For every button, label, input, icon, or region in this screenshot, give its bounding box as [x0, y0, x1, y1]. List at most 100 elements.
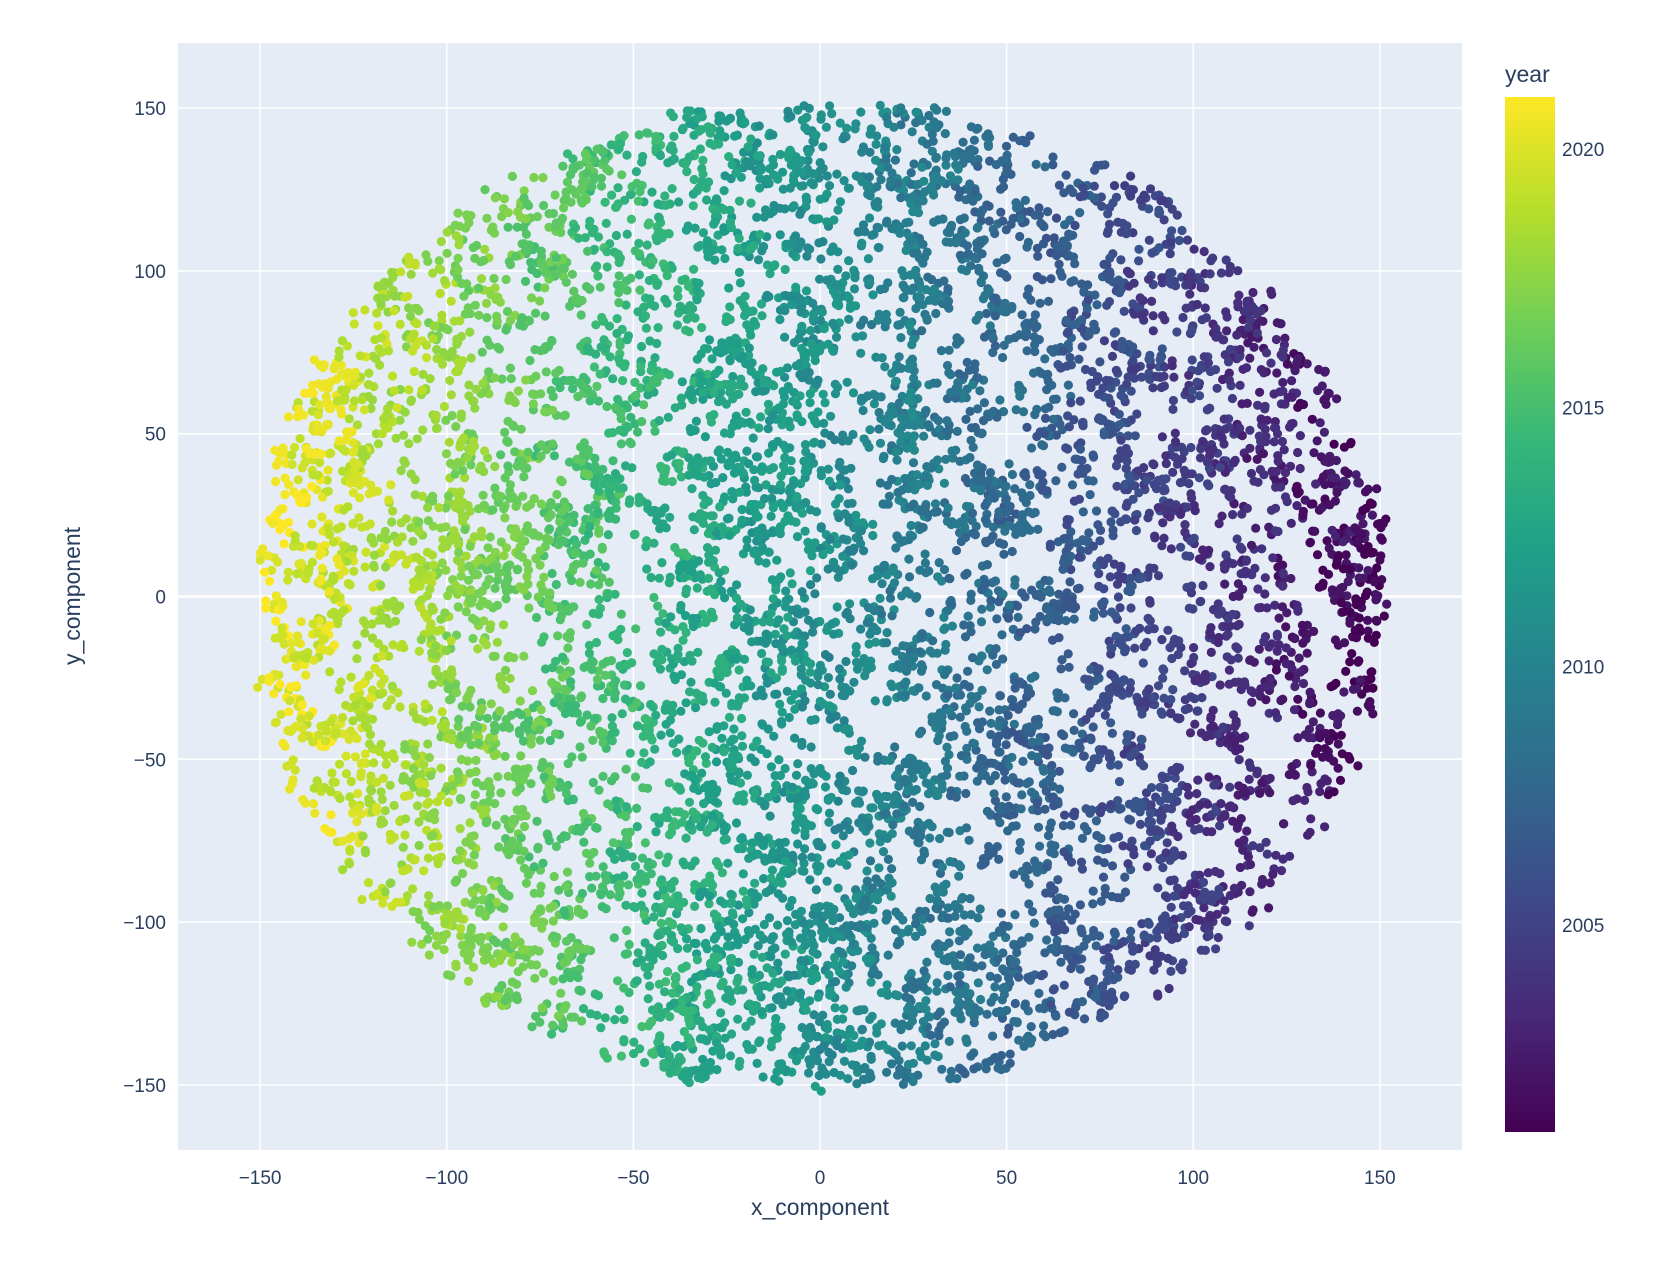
data-point [432, 344, 442, 355]
data-point [1318, 565, 1328, 575]
data-point [586, 579, 596, 589]
data-point [653, 601, 663, 611]
data-point [815, 660, 826, 671]
data-point [710, 255, 720, 265]
data-point [1003, 710, 1013, 721]
data-point [967, 423, 977, 433]
data-point [344, 414, 354, 424]
data-point [906, 520, 916, 531]
data-point [654, 573, 665, 583]
data-point [1021, 472, 1031, 482]
data-point [1066, 963, 1076, 974]
data-point [1001, 141, 1012, 151]
data-point [1239, 835, 1249, 845]
data-point [476, 526, 487, 536]
data-point [889, 578, 900, 588]
data-point [1187, 355, 1197, 365]
data-point [1107, 728, 1117, 739]
data-point [974, 310, 984, 320]
data-point [1158, 673, 1168, 683]
data-point [1255, 465, 1265, 475]
data-point [1302, 648, 1312, 658]
data-point [811, 804, 821, 814]
data-point [537, 1003, 547, 1013]
data-point [772, 689, 782, 699]
data-point [368, 582, 378, 592]
data-point [511, 979, 522, 989]
data-point [619, 1015, 629, 1025]
data-point [728, 394, 738, 404]
data-point [879, 451, 889, 461]
data-point [1282, 608, 1292, 618]
data-point [946, 1073, 956, 1083]
data-point [1090, 193, 1100, 203]
data-point [832, 280, 842, 290]
data-point [979, 856, 989, 866]
data-point [1245, 655, 1255, 666]
data-point [678, 622, 688, 632]
data-point [1045, 774, 1055, 784]
data-point [762, 290, 772, 300]
data-point [1067, 480, 1078, 490]
data-point [724, 513, 734, 523]
data-point [690, 223, 700, 233]
data-point [638, 151, 648, 162]
data-point [492, 316, 502, 326]
data-point [873, 197, 883, 207]
data-point [767, 575, 778, 585]
data-point [890, 742, 900, 752]
data-point [1251, 523, 1261, 533]
data-point [1038, 220, 1048, 231]
data-point [1051, 476, 1061, 486]
data-point [576, 955, 586, 965]
data-point [1069, 709, 1079, 719]
data-point [632, 803, 642, 814]
data-point [1107, 351, 1118, 361]
data-point [589, 847, 599, 858]
data-point [951, 545, 962, 556]
data-point [922, 480, 933, 490]
data-point [774, 574, 784, 584]
data-point [940, 129, 950, 139]
data-point [664, 917, 674, 927]
data-point [689, 938, 699, 949]
data-point [381, 751, 391, 761]
data-point [931, 152, 942, 162]
data-point [490, 799, 500, 809]
data-point [373, 439, 383, 449]
data-point [865, 191, 875, 201]
data-point [1270, 600, 1280, 610]
data-point [983, 141, 994, 151]
data-point [320, 379, 330, 389]
data-point [1187, 326, 1197, 336]
data-point [629, 530, 640, 540]
data-point [978, 294, 989, 304]
data-point [1116, 803, 1126, 814]
data-point [835, 457, 845, 467]
data-point [947, 517, 957, 527]
data-point [793, 759, 803, 769]
data-point [1029, 918, 1039, 928]
data-point [1272, 368, 1282, 378]
data-point [822, 275, 832, 285]
data-point [847, 498, 857, 508]
data-point [1186, 442, 1196, 453]
data-point [592, 381, 602, 391]
data-point [1114, 288, 1125, 298]
data-point [952, 426, 962, 436]
data-point [1315, 787, 1325, 797]
data-point [1353, 761, 1363, 771]
data-point [1293, 487, 1303, 497]
data-point [746, 366, 756, 376]
data-point [656, 918, 666, 928]
data-point [619, 680, 630, 690]
data-point [1002, 156, 1012, 166]
data-point [1245, 887, 1255, 897]
data-point [549, 451, 560, 461]
data-point [468, 962, 478, 972]
data-point [994, 705, 1004, 715]
data-point [533, 842, 543, 852]
data-point [1294, 653, 1304, 663]
data-point [798, 918, 808, 928]
data-point [990, 576, 1001, 586]
